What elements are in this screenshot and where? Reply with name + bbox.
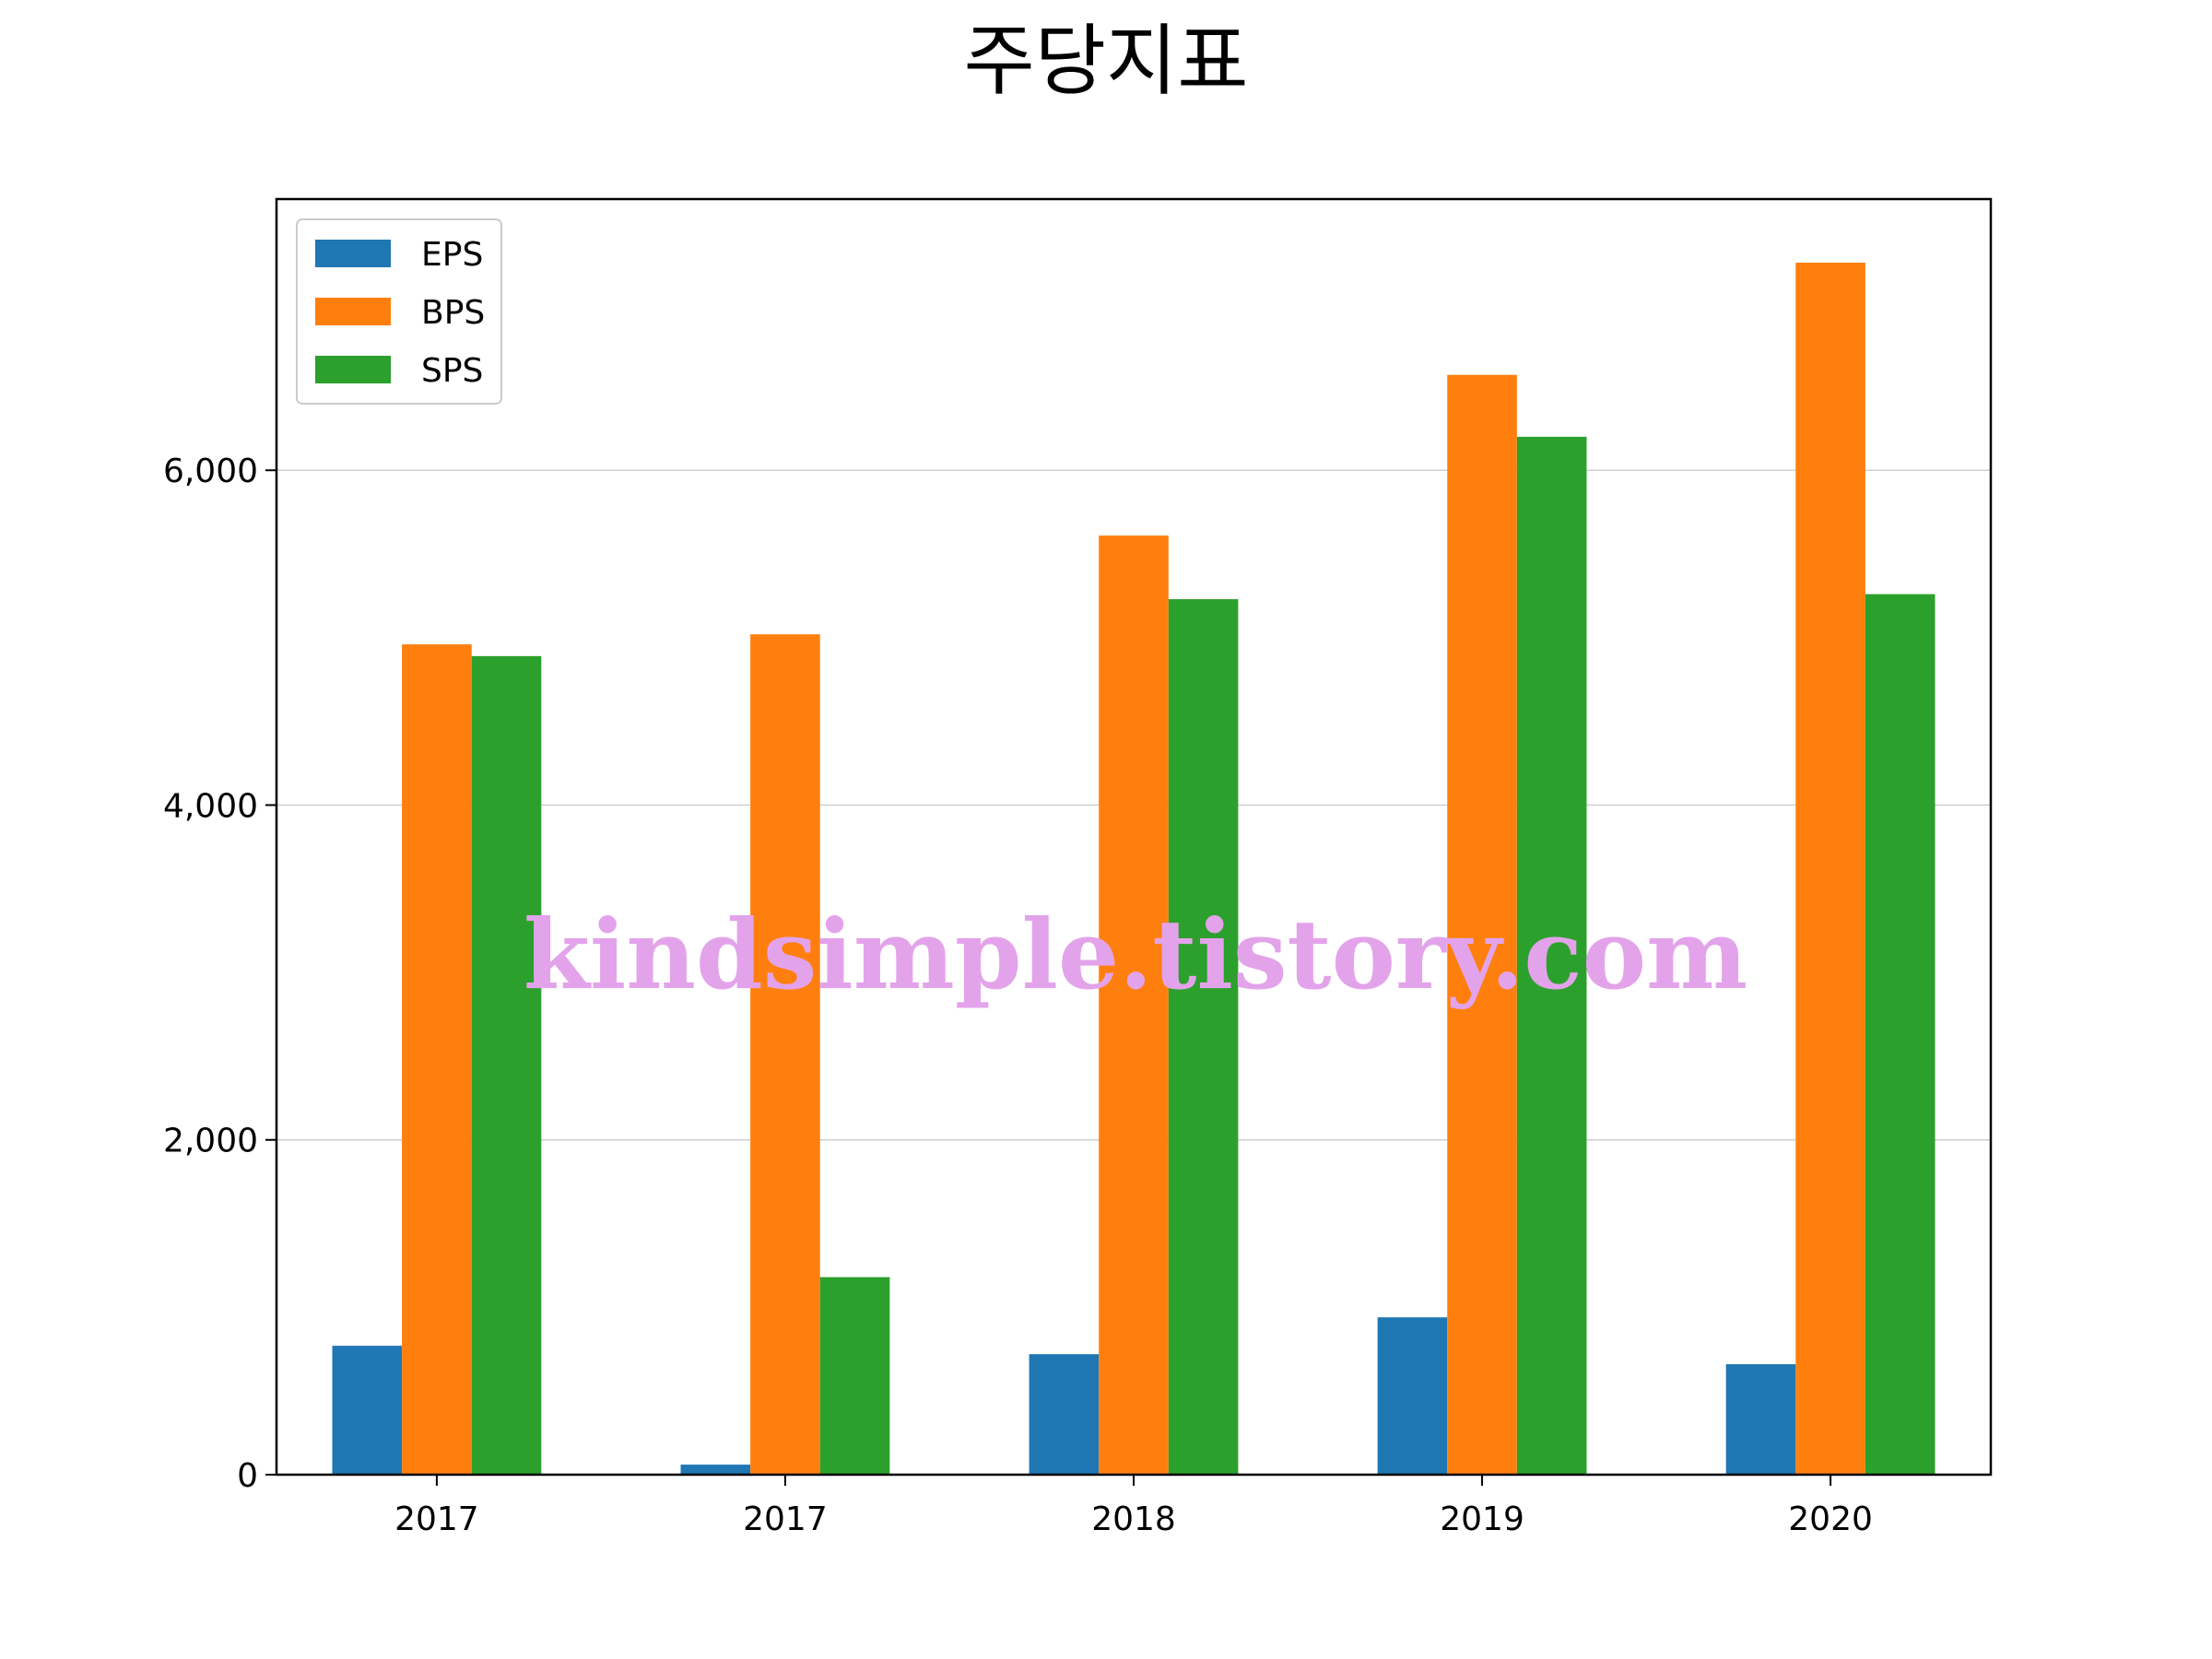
bar-eps <box>1377 1317 1448 1475</box>
y-axis: 0 2,000 4,000 6,000 <box>163 453 276 1495</box>
x-tick-label: 2018 <box>1091 1500 1176 1538</box>
bar-sps <box>471 655 542 1475</box>
x-tick-label: 2017 <box>394 1500 479 1538</box>
legend-label-bps: BPS <box>421 294 485 332</box>
chart-title: 주당지표 <box>963 16 1248 106</box>
y-tick-label: 6,000 <box>163 453 258 490</box>
y-tick-label: 0 <box>237 1457 258 1495</box>
y-tick-label: 2,000 <box>163 1123 258 1160</box>
bar-sps <box>1865 594 1936 1475</box>
legend-swatch-eps <box>315 240 391 267</box>
y-tick-label: 4,000 <box>163 787 258 825</box>
bar-bps <box>750 634 820 1475</box>
bar-sps <box>819 1277 890 1475</box>
x-tick-label: 2017 <box>743 1500 828 1538</box>
bar-eps <box>1725 1364 1796 1475</box>
bar-eps <box>332 1346 403 1475</box>
bar-bps <box>1795 263 1865 1476</box>
legend-label-eps: EPS <box>421 236 483 274</box>
legend: EPS BPS SPS <box>296 218 502 405</box>
watermark: kindsimple.tistory.com <box>524 898 1747 1011</box>
x-tick-label: 2019 <box>1440 1500 1524 1538</box>
bar-eps <box>680 1465 751 1475</box>
bars <box>332 263 1936 1476</box>
bar-bps <box>402 644 472 1475</box>
bar-sps <box>1516 436 1587 1475</box>
x-axis: 2017 2017 2018 2019 2020 <box>394 1475 1873 1538</box>
x-tick-label: 2020 <box>1788 1500 1873 1538</box>
legend-label-sps: SPS <box>421 352 483 390</box>
bar-bps <box>1447 374 1517 1476</box>
legend-swatch-sps <box>315 356 391 383</box>
bar-eps <box>1029 1354 1100 1475</box>
bar-bps <box>1099 535 1169 1475</box>
legend-swatch-bps <box>315 298 391 325</box>
bar-sps <box>1168 599 1239 1475</box>
